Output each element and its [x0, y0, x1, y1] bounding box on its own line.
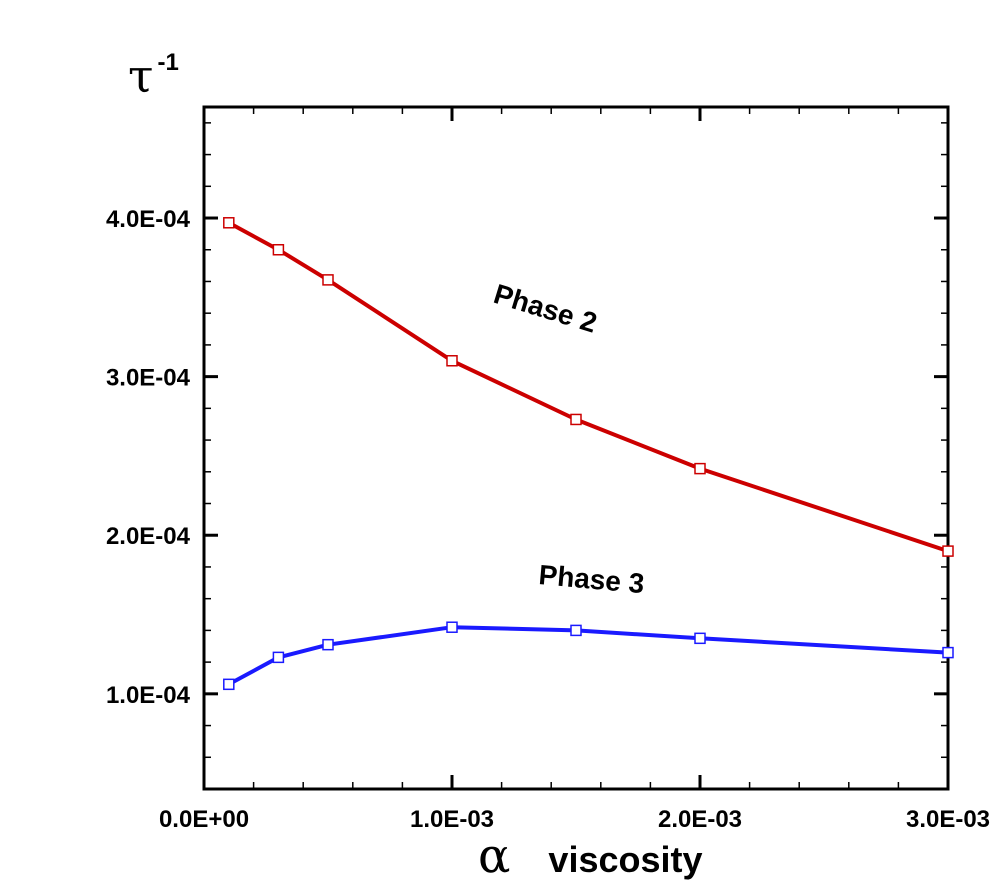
series-label-phase-3: Phase 3	[537, 559, 645, 599]
data-point	[223, 678, 235, 691]
y-tick-label: 4.0E-04	[106, 206, 191, 233]
data-point	[570, 624, 582, 637]
data-point	[694, 462, 706, 475]
data-point	[223, 217, 235, 229]
x-axis-label: α viscosity	[478, 828, 703, 884]
data-point	[942, 545, 954, 557]
series-line-3	[227, 625, 949, 687]
data-point	[446, 621, 458, 633]
data-point	[272, 243, 285, 256]
y-axis-label: τ -1	[128, 49, 179, 103]
data-point	[322, 638, 334, 651]
x-tick-label: 3.0E-03	[906, 806, 990, 833]
data-point	[446, 355, 458, 367]
axes	[202, 105, 950, 791]
x-tick-label: 0.0E+00	[159, 806, 249, 833]
x-tick-label: 2.0E-03	[658, 806, 742, 833]
data-point	[570, 413, 582, 426]
series-label-phase-2: Phase 2	[490, 278, 600, 339]
y-tick-label: 2.0E-04	[106, 523, 191, 550]
ticks: 0.0E+00 1.0E-03 2.0E-03 3.0E-03 1.0E-04 2.0E-…	[106, 107, 990, 833]
y-tick-label: 3.0E-04	[106, 365, 191, 392]
series	[223, 217, 954, 691]
data-point	[942, 646, 954, 659]
data-point	[322, 274, 334, 286]
series-line-2	[227, 221, 949, 553]
data-point	[272, 651, 285, 664]
data-point	[694, 632, 706, 645]
y-tick-label: 1.0E-04	[106, 682, 191, 709]
plot-frame	[202, 105, 950, 791]
x-tick-label: 1.0E-03	[410, 806, 494, 833]
